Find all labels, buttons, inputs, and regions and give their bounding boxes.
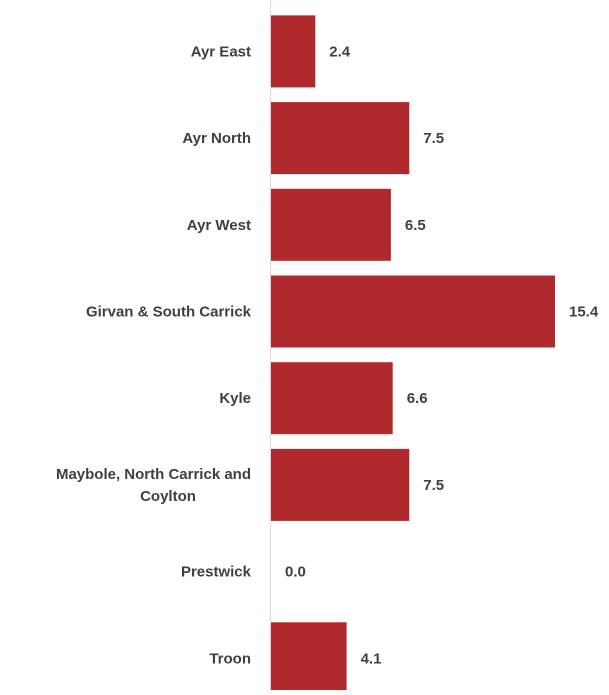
bar	[271, 622, 347, 695]
value-label: 6.5	[405, 217, 426, 234]
value-label: 4.1	[361, 650, 382, 667]
bar	[271, 448, 410, 521]
category-label: Troon	[209, 650, 251, 667]
value-label: 2.4	[329, 43, 351, 60]
bar	[271, 102, 410, 175]
category-label: Prestwick	[181, 564, 252, 581]
category-label: Kyle	[219, 390, 251, 407]
value-label: 7.5	[423, 130, 444, 147]
value-label: 6.6	[407, 390, 428, 407]
bar	[271, 362, 393, 435]
bar	[271, 188, 391, 261]
bar	[271, 15, 316, 88]
value-label: 15.4	[569, 304, 599, 321]
value-label: 7.5	[423, 477, 444, 494]
category-label: Maybole, North Carrick and Coylton	[56, 466, 251, 505]
value-label: 0.0	[285, 564, 306, 581]
category-label: Ayr West	[187, 217, 251, 234]
bar	[271, 275, 555, 348]
category-label: Ayr East	[191, 43, 251, 60]
category-label: Ayr North	[182, 130, 251, 147]
category-label: Girvan & South Carrick	[86, 304, 252, 321]
